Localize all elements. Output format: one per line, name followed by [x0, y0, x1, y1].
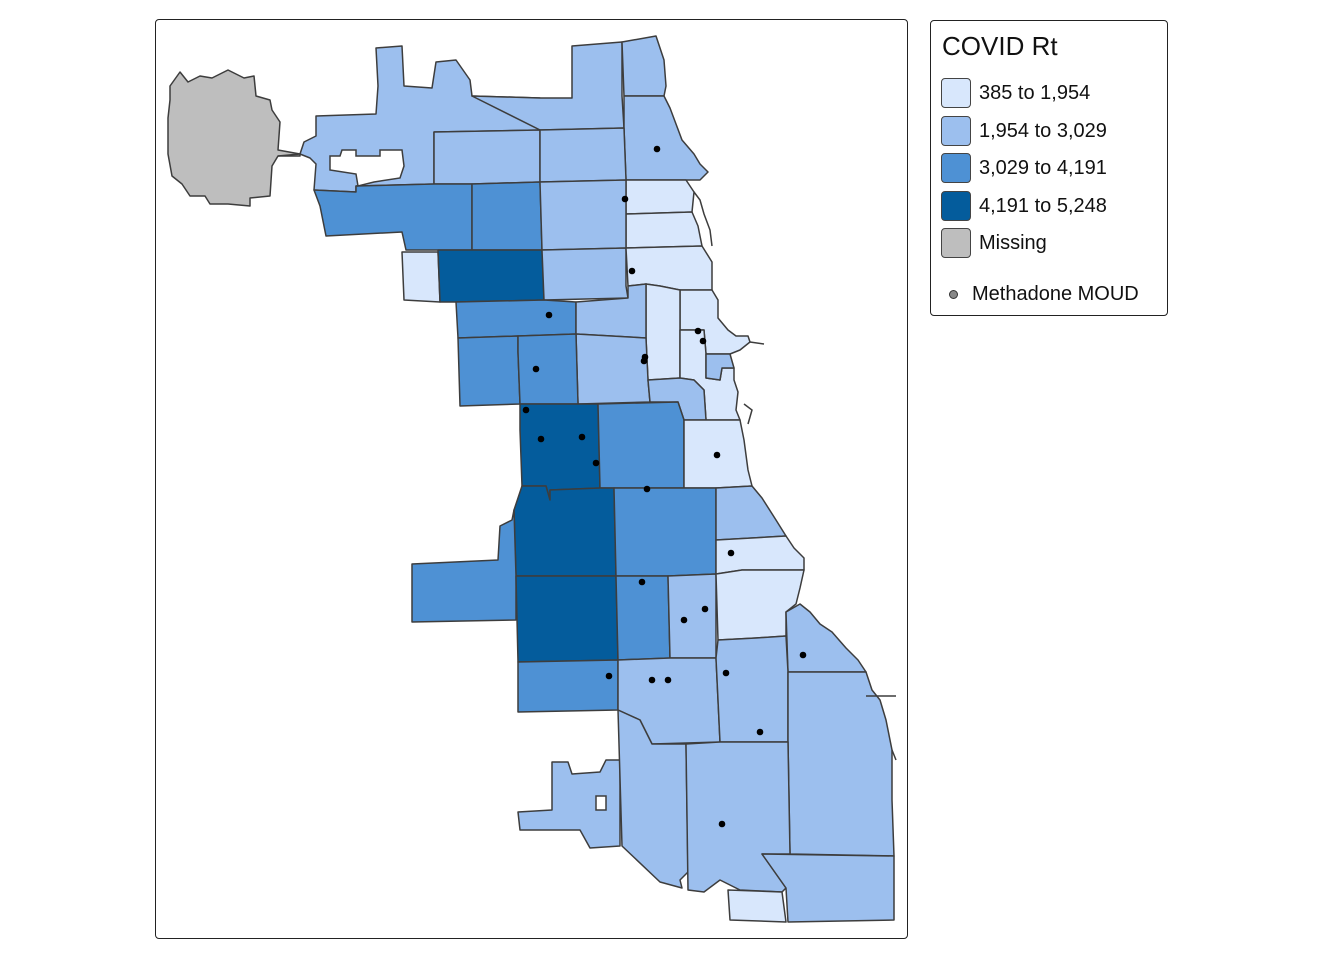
region-far-north-3	[621, 35, 667, 97]
legend: COVID Rt 385 to 1,954 1,954 to 3,029 3,0…	[930, 20, 1168, 316]
region-south-shore	[785, 603, 867, 673]
legend-item-class-4: 4,191 to 5,248	[941, 191, 1107, 221]
region-north-lake-2	[625, 211, 703, 249]
methadone-point	[638, 578, 646, 586]
methadone-point	[522, 406, 530, 414]
methadone-point	[722, 669, 730, 677]
region-west-small	[401, 251, 441, 303]
region-hegewisch	[727, 889, 787, 923]
region-riverdale	[761, 853, 895, 923]
region-north-lake-3	[625, 245, 713, 291]
region-englewood-1	[615, 575, 671, 661]
methadone-point	[713, 451, 721, 459]
legend-item-class-3: 3,029 to 4,191	[941, 153, 1107, 183]
region-north-lake-5	[645, 283, 681, 381]
methadone-point	[648, 676, 656, 684]
legend-label: 4,191 to 5,248	[979, 194, 1107, 217]
region-bronzeville	[715, 485, 787, 541]
methadone-point	[628, 267, 636, 275]
region-logan-1	[455, 299, 577, 339]
methadone-point	[727, 549, 735, 557]
region-gage-park	[515, 575, 619, 663]
methadone-point	[621, 195, 629, 203]
legend-item-class-2: 1,954 to 3,029	[941, 116, 1107, 146]
legend-swatch	[941, 191, 971, 221]
community-areas	[167, 35, 895, 923]
legend-item-missing: Missing	[941, 228, 1047, 258]
methadone-point	[799, 651, 807, 659]
region-north-center	[541, 247, 629, 301]
legend-label: Missing	[979, 231, 1047, 254]
region-logan-3	[575, 333, 651, 405]
legend-label: 1,954 to 3,029	[979, 119, 1107, 142]
legend-swatch	[941, 153, 971, 183]
map-details	[277, 153, 897, 761]
methadone-point	[532, 365, 540, 373]
methadone-point	[592, 459, 600, 467]
methadone-point	[680, 616, 688, 624]
region-austin	[457, 335, 521, 407]
region-mount-greenwood	[517, 759, 621, 849]
region-ashburn	[517, 659, 619, 713]
methadone-point	[699, 337, 707, 345]
methadone-point	[653, 145, 661, 153]
methadone-point	[756, 728, 764, 736]
region-north-lake-1	[625, 179, 695, 215]
legend-label: Methadone MOUD	[972, 283, 1139, 305]
region-loop	[705, 353, 735, 381]
legend-swatch	[941, 78, 971, 108]
region-pullman	[685, 741, 791, 893]
legend-swatch	[941, 228, 971, 258]
legend-label: 385 to 1,954	[979, 81, 1091, 104]
legend-label: 3,029 to 4,191	[979, 156, 1107, 179]
region-lower-west	[597, 401, 685, 489]
region-north-west-2	[433, 129, 541, 185]
region-roseland	[617, 709, 689, 889]
methadone-point	[545, 311, 553, 319]
region-chatham	[715, 635, 789, 743]
region-north-west-3	[539, 127, 627, 183]
white-holes	[329, 149, 607, 811]
methadone-point	[537, 435, 545, 443]
methadone-moud-points	[522, 145, 807, 828]
legend-title: COVID Rt	[942, 31, 1058, 61]
methadone-point	[640, 357, 648, 365]
legend-item-methadone-moud: Methadone MOUD	[949, 283, 1139, 306]
region-new-city	[613, 487, 717, 577]
region-lawndale	[513, 485, 617, 577]
legend-item-class-1: 385 to 1,954	[941, 78, 1090, 108]
region-humboldt	[517, 333, 579, 405]
region-garfield-ridge	[411, 509, 517, 623]
region-rogers-park	[623, 95, 709, 181]
point-marker-icon	[949, 290, 958, 299]
region-ohare	[167, 69, 301, 207]
methadone-point	[605, 672, 613, 680]
methadone-point	[701, 605, 709, 613]
region-englewood-2	[667, 573, 717, 659]
legend-swatch	[941, 116, 971, 146]
region-west-3	[539, 179, 627, 251]
region-south-chicago	[787, 671, 895, 857]
region-west-1	[313, 183, 473, 251]
region-belmont-cragin	[437, 249, 545, 303]
methadone-point	[578, 433, 586, 441]
methadone-point	[643, 485, 651, 493]
region-west-2	[471, 181, 543, 251]
methadone-point	[718, 820, 726, 828]
methadone-point	[694, 327, 702, 335]
methadone-point	[664, 676, 672, 684]
